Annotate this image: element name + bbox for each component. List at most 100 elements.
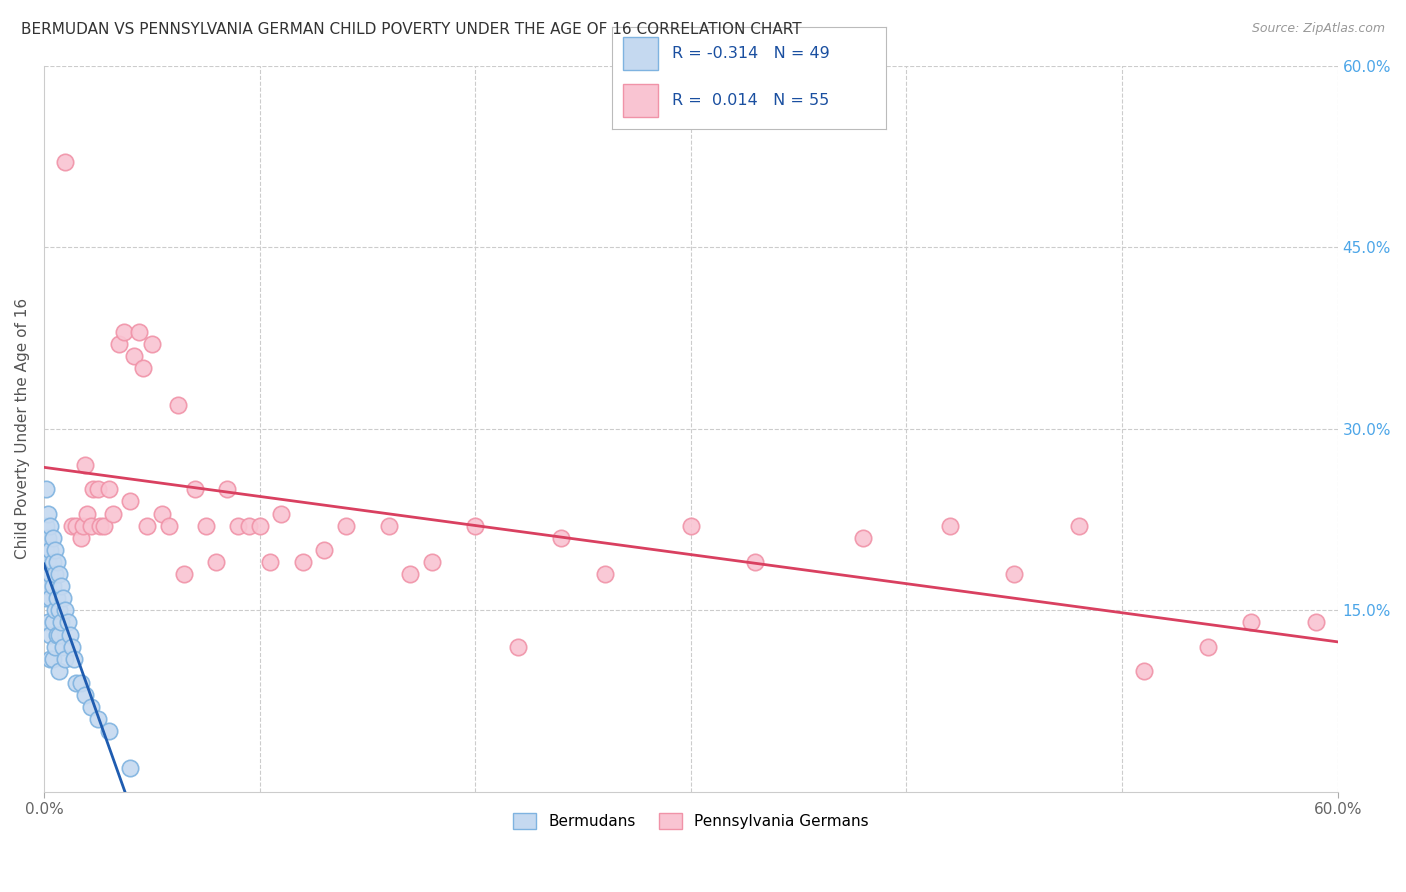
Point xyxy=(508,640,530,654)
Point xyxy=(1305,615,1327,630)
Point xyxy=(65,518,87,533)
Point xyxy=(55,603,77,617)
Point xyxy=(39,652,62,666)
Point xyxy=(89,518,111,533)
Point xyxy=(938,518,960,533)
Point xyxy=(35,567,58,582)
Point xyxy=(124,349,146,363)
Point xyxy=(45,591,67,606)
Point xyxy=(679,518,702,533)
Point xyxy=(152,507,174,521)
Point xyxy=(41,615,63,630)
Legend: Bermudans, Pennsylvania Germans: Bermudans, Pennsylvania Germans xyxy=(508,807,875,835)
Point xyxy=(157,518,180,533)
Point xyxy=(132,361,155,376)
Point xyxy=(37,615,59,630)
Point xyxy=(37,579,59,593)
Text: R =  0.014   N = 55: R = 0.014 N = 55 xyxy=(672,93,830,108)
Point xyxy=(48,664,70,678)
Point xyxy=(217,483,239,497)
Point xyxy=(1067,518,1090,533)
Point xyxy=(49,579,72,593)
Point xyxy=(35,483,58,497)
Point xyxy=(72,518,94,533)
Point xyxy=(37,555,59,569)
Point xyxy=(550,531,572,545)
Point xyxy=(238,518,260,533)
Point xyxy=(65,676,87,690)
Point xyxy=(73,688,96,702)
Point xyxy=(1132,664,1154,678)
Point xyxy=(108,337,131,351)
Point xyxy=(93,518,115,533)
Point xyxy=(112,325,135,339)
Point xyxy=(56,615,79,630)
Point xyxy=(55,652,77,666)
Point xyxy=(136,518,159,533)
Point xyxy=(314,542,336,557)
Point xyxy=(291,555,314,569)
Point xyxy=(60,640,83,654)
Point xyxy=(41,652,63,666)
Point xyxy=(44,542,66,557)
Point xyxy=(593,567,616,582)
Point xyxy=(194,518,217,533)
Point xyxy=(128,325,150,339)
Point xyxy=(63,652,86,666)
Point xyxy=(87,483,110,497)
Point xyxy=(45,555,67,569)
Point xyxy=(378,518,401,533)
Point xyxy=(44,640,66,654)
Point xyxy=(48,627,70,641)
Point xyxy=(97,483,120,497)
Point xyxy=(205,555,228,569)
Point xyxy=(184,483,207,497)
Point xyxy=(45,627,67,641)
Point xyxy=(101,507,124,521)
Point xyxy=(60,518,83,533)
Point xyxy=(41,579,63,593)
Point xyxy=(464,518,486,533)
Point xyxy=(270,507,292,521)
Point xyxy=(141,337,163,351)
Point xyxy=(39,518,62,533)
Point xyxy=(69,531,91,545)
Bar xyxy=(623,37,658,70)
Point xyxy=(80,518,103,533)
Point xyxy=(82,483,104,497)
Point xyxy=(52,591,75,606)
Point xyxy=(226,518,249,533)
Point xyxy=(249,518,271,533)
Point xyxy=(744,555,766,569)
Point xyxy=(80,700,103,714)
Point xyxy=(37,507,59,521)
Point xyxy=(39,591,62,606)
Point xyxy=(120,494,142,508)
Point xyxy=(420,555,443,569)
Point xyxy=(166,398,188,412)
Point xyxy=(335,518,357,533)
Text: Source: ZipAtlas.com: Source: ZipAtlas.com xyxy=(1251,22,1385,36)
Bar xyxy=(623,84,658,117)
Y-axis label: Child Poverty Under the Age of 16: Child Poverty Under the Age of 16 xyxy=(15,298,30,559)
Point xyxy=(59,627,82,641)
Point xyxy=(41,531,63,545)
Point xyxy=(259,555,281,569)
Point xyxy=(35,542,58,557)
Point xyxy=(73,458,96,472)
Point xyxy=(399,567,422,582)
Point xyxy=(37,531,59,545)
Text: R = -0.314   N = 49: R = -0.314 N = 49 xyxy=(672,45,830,61)
Text: BERMUDAN VS PENNSYLVANIA GERMAN CHILD POVERTY UNDER THE AGE OF 16 CORRELATION CH: BERMUDAN VS PENNSYLVANIA GERMAN CHILD PO… xyxy=(21,22,801,37)
Point xyxy=(35,518,58,533)
Point xyxy=(39,627,62,641)
Point xyxy=(1197,640,1219,654)
Point xyxy=(120,761,142,775)
Point xyxy=(44,603,66,617)
Point xyxy=(87,712,110,726)
Point xyxy=(852,531,875,545)
Point xyxy=(39,567,62,582)
Point xyxy=(48,603,70,617)
Point xyxy=(44,567,66,582)
Point xyxy=(69,676,91,690)
